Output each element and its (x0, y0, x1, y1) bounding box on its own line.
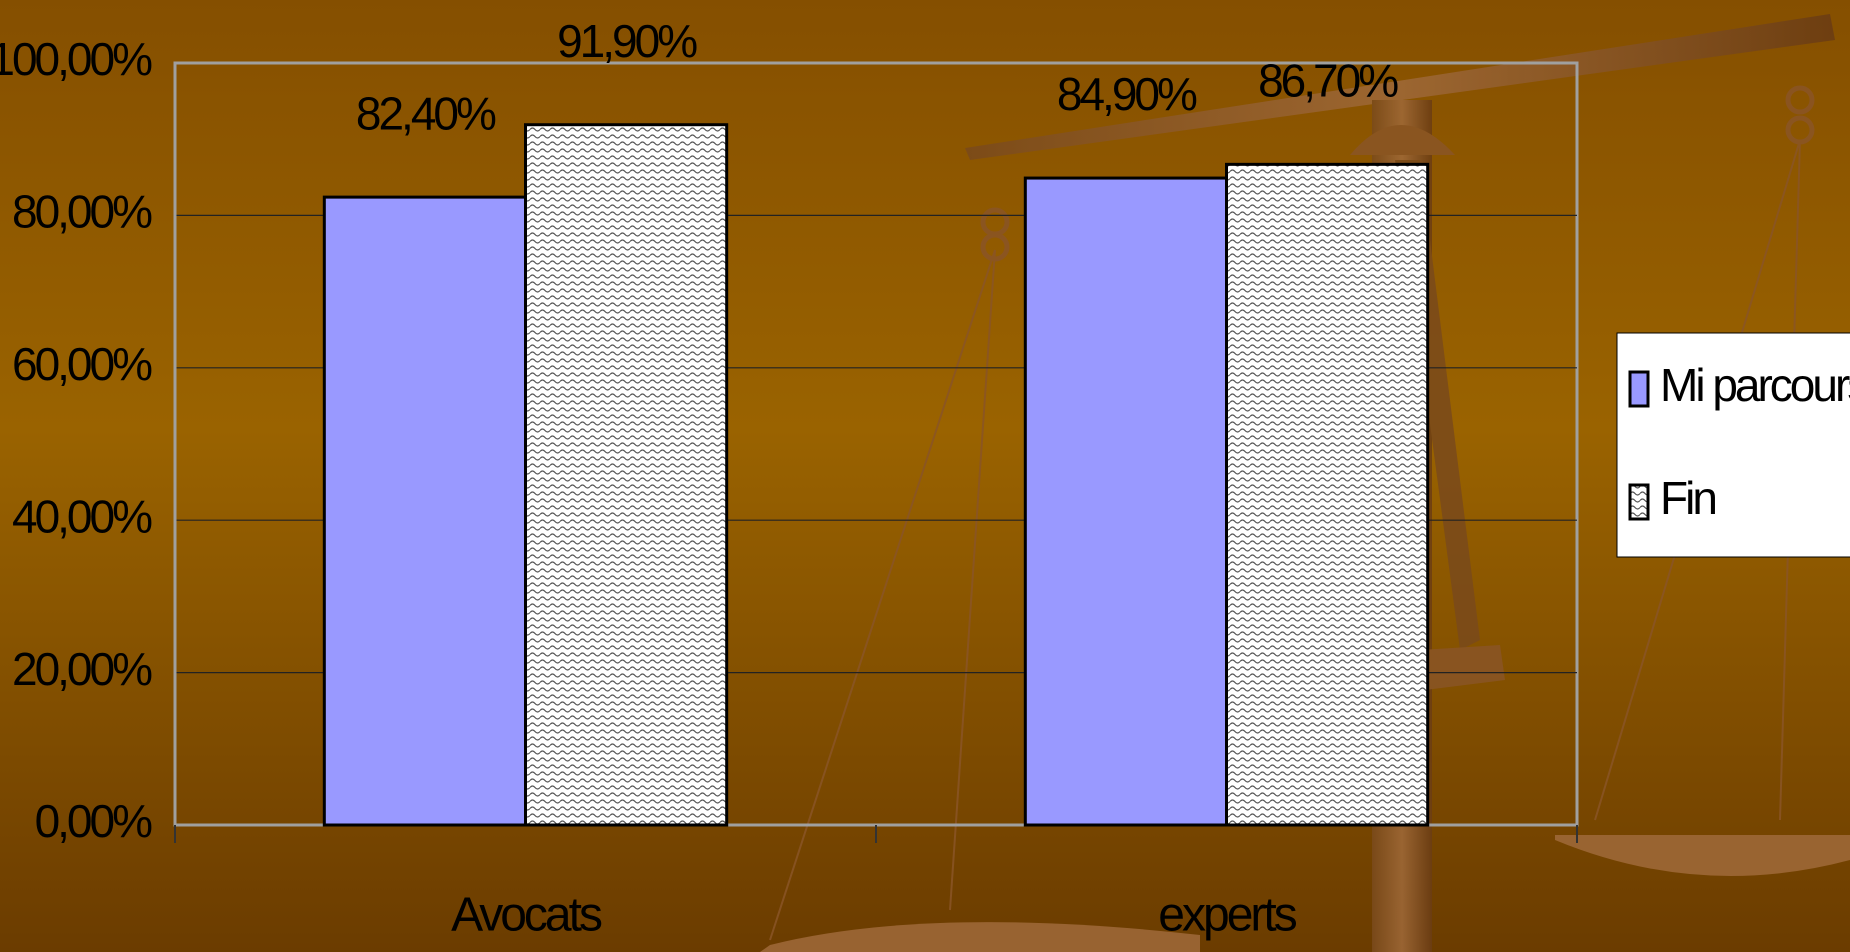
legend-swatch (1628, 483, 1650, 521)
legend-swatch (1628, 370, 1650, 408)
value-label: 84,90% (1057, 68, 1197, 120)
y-tick-label: 40,00% (12, 490, 152, 542)
y-tick-label: 0,00% (35, 795, 153, 847)
legend-label: Mi parcours (1660, 359, 1850, 411)
y-tick-label: 60,00% (12, 338, 152, 390)
bar (524, 123, 729, 827)
legend-box (1616, 332, 1850, 558)
bar (1225, 162, 1430, 827)
value-label: 91,90% (557, 15, 697, 67)
y-tick-label: 100,00% (0, 33, 152, 85)
x-tick-label: Avocats (451, 889, 602, 942)
y-tick-label: 80,00% (12, 186, 152, 238)
bar (322, 195, 527, 827)
bar (1023, 176, 1228, 827)
legend-label: Fin (1660, 472, 1715, 524)
value-label: 82,40% (356, 87, 496, 139)
value-label: 86,70% (1258, 55, 1398, 107)
y-tick-label: 20,00% (12, 643, 152, 695)
x-tick-label: experts (1158, 889, 1296, 942)
